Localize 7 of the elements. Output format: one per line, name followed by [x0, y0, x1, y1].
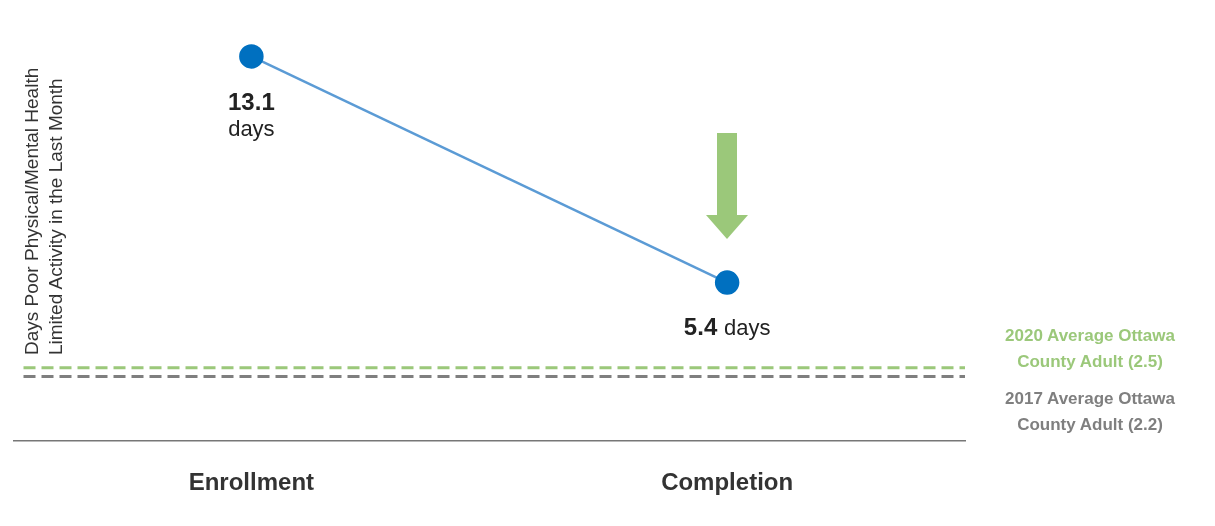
x-tick-label: Enrollment: [188, 468, 315, 496]
ref-line-label: 2017 Average Ottawa County Adult (2.2): [1005, 388, 1176, 434]
y-axis-title: Days Poor Physical/Mental Health Limited Activity in the Last Month: [20, 66, 67, 355]
data-label: 13.1 days: [228, 88, 275, 142]
ref-line-label: 2020 Average Ottawa County Adult (2.5): [1005, 325, 1176, 371]
data-label: 5.4 days: [683, 312, 771, 340]
x-tick-label: Completion: [661, 468, 794, 496]
